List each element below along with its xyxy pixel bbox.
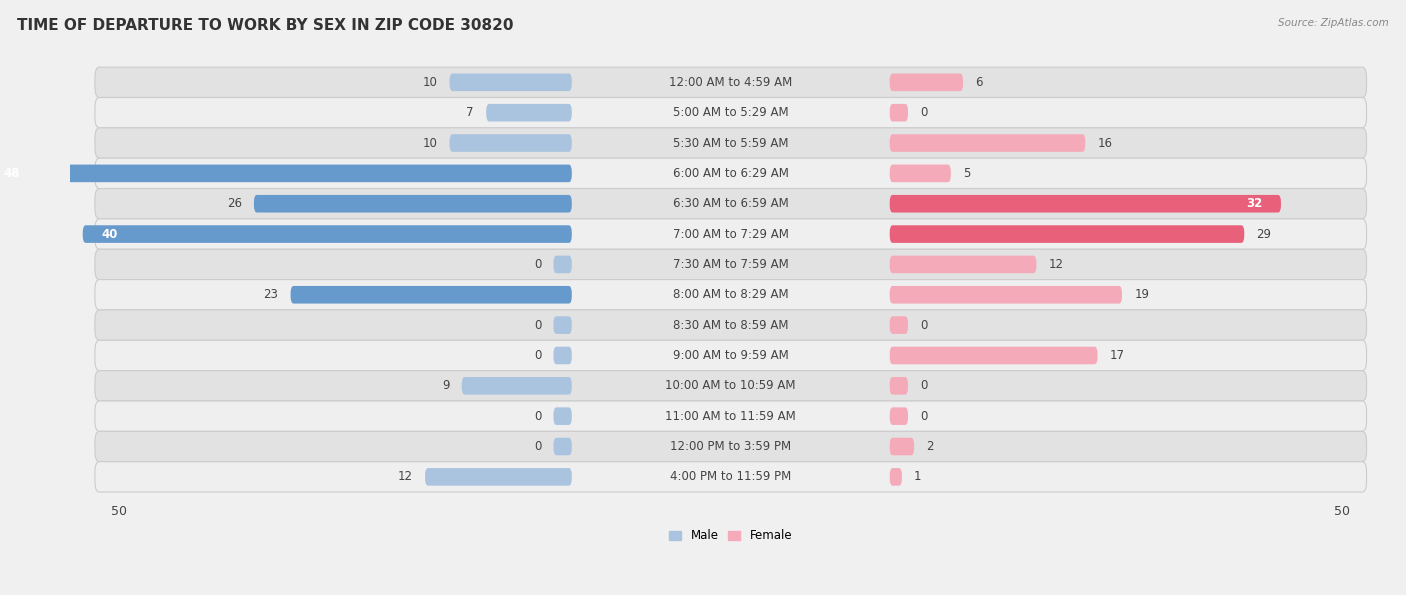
FancyBboxPatch shape <box>890 468 901 486</box>
FancyBboxPatch shape <box>96 128 1367 158</box>
FancyBboxPatch shape <box>554 256 572 273</box>
FancyBboxPatch shape <box>554 408 572 425</box>
Text: 16: 16 <box>1098 136 1112 149</box>
Legend: Male, Female: Male, Female <box>665 525 797 547</box>
FancyBboxPatch shape <box>96 431 1367 462</box>
FancyBboxPatch shape <box>291 286 572 303</box>
FancyBboxPatch shape <box>890 74 963 91</box>
FancyBboxPatch shape <box>461 377 572 394</box>
FancyBboxPatch shape <box>96 249 1367 280</box>
Text: 29: 29 <box>1257 227 1271 240</box>
FancyBboxPatch shape <box>890 286 1122 303</box>
Text: 5:30 AM to 5:59 AM: 5:30 AM to 5:59 AM <box>673 136 789 149</box>
FancyBboxPatch shape <box>96 67 1367 98</box>
Text: 40: 40 <box>101 227 118 240</box>
FancyBboxPatch shape <box>890 438 914 455</box>
Text: 0: 0 <box>921 410 928 422</box>
FancyBboxPatch shape <box>96 340 1367 371</box>
FancyBboxPatch shape <box>96 401 1367 431</box>
FancyBboxPatch shape <box>96 219 1367 249</box>
Text: 4:00 PM to 11:59 PM: 4:00 PM to 11:59 PM <box>671 471 792 483</box>
FancyBboxPatch shape <box>890 134 1085 152</box>
FancyBboxPatch shape <box>890 347 1098 364</box>
Text: 0: 0 <box>534 440 541 453</box>
FancyBboxPatch shape <box>890 195 1281 212</box>
FancyBboxPatch shape <box>450 74 572 91</box>
FancyBboxPatch shape <box>96 280 1367 310</box>
Text: 12: 12 <box>398 471 413 483</box>
Text: 19: 19 <box>1135 288 1149 301</box>
FancyBboxPatch shape <box>254 195 572 212</box>
FancyBboxPatch shape <box>450 134 572 152</box>
Text: 17: 17 <box>1109 349 1125 362</box>
Text: 7: 7 <box>467 106 474 119</box>
FancyBboxPatch shape <box>96 98 1367 128</box>
Text: 9:00 AM to 9:59 AM: 9:00 AM to 9:59 AM <box>673 349 789 362</box>
Text: 6:30 AM to 6:59 AM: 6:30 AM to 6:59 AM <box>673 197 789 210</box>
FancyBboxPatch shape <box>83 226 572 243</box>
FancyBboxPatch shape <box>0 165 572 182</box>
Text: 9: 9 <box>441 380 450 392</box>
Text: 10: 10 <box>422 136 437 149</box>
Text: 2: 2 <box>927 440 934 453</box>
Text: 6:00 AM to 6:29 AM: 6:00 AM to 6:29 AM <box>673 167 789 180</box>
Text: 10: 10 <box>422 76 437 89</box>
Text: 0: 0 <box>921 380 928 392</box>
FancyBboxPatch shape <box>890 226 1244 243</box>
FancyBboxPatch shape <box>96 158 1367 189</box>
Text: 0: 0 <box>534 410 541 422</box>
Text: 12:00 AM to 4:59 AM: 12:00 AM to 4:59 AM <box>669 76 793 89</box>
FancyBboxPatch shape <box>554 317 572 334</box>
Text: 12:00 PM to 3:59 PM: 12:00 PM to 3:59 PM <box>671 440 792 453</box>
FancyBboxPatch shape <box>890 165 950 182</box>
Text: 48: 48 <box>3 167 20 180</box>
FancyBboxPatch shape <box>554 347 572 364</box>
Text: 6: 6 <box>976 76 983 89</box>
FancyBboxPatch shape <box>890 408 908 425</box>
Text: 5:00 AM to 5:29 AM: 5:00 AM to 5:29 AM <box>673 106 789 119</box>
Text: 1: 1 <box>914 471 922 483</box>
FancyBboxPatch shape <box>96 310 1367 340</box>
FancyBboxPatch shape <box>486 104 572 121</box>
Text: 10:00 AM to 10:59 AM: 10:00 AM to 10:59 AM <box>665 380 796 392</box>
FancyBboxPatch shape <box>425 468 572 486</box>
FancyBboxPatch shape <box>554 438 572 455</box>
FancyBboxPatch shape <box>96 462 1367 492</box>
Text: 8:00 AM to 8:29 AM: 8:00 AM to 8:29 AM <box>673 288 789 301</box>
Text: 0: 0 <box>921 106 928 119</box>
FancyBboxPatch shape <box>96 371 1367 401</box>
Text: Source: ZipAtlas.com: Source: ZipAtlas.com <box>1278 18 1389 28</box>
Text: 0: 0 <box>534 258 541 271</box>
Text: 0: 0 <box>534 318 541 331</box>
FancyBboxPatch shape <box>96 189 1367 219</box>
Text: 12: 12 <box>1049 258 1064 271</box>
Text: 23: 23 <box>263 288 278 301</box>
Text: 0: 0 <box>534 349 541 362</box>
Text: 8:30 AM to 8:59 AM: 8:30 AM to 8:59 AM <box>673 318 789 331</box>
FancyBboxPatch shape <box>890 256 1036 273</box>
Text: TIME OF DEPARTURE TO WORK BY SEX IN ZIP CODE 30820: TIME OF DEPARTURE TO WORK BY SEX IN ZIP … <box>17 18 513 33</box>
Text: 7:30 AM to 7:59 AM: 7:30 AM to 7:59 AM <box>673 258 789 271</box>
Text: 26: 26 <box>226 197 242 210</box>
Text: 5: 5 <box>963 167 970 180</box>
Text: 7:00 AM to 7:29 AM: 7:00 AM to 7:29 AM <box>673 227 789 240</box>
Text: 0: 0 <box>921 318 928 331</box>
FancyBboxPatch shape <box>890 104 908 121</box>
FancyBboxPatch shape <box>890 317 908 334</box>
Text: 32: 32 <box>1246 197 1263 210</box>
FancyBboxPatch shape <box>890 377 908 394</box>
Text: 11:00 AM to 11:59 AM: 11:00 AM to 11:59 AM <box>665 410 796 422</box>
